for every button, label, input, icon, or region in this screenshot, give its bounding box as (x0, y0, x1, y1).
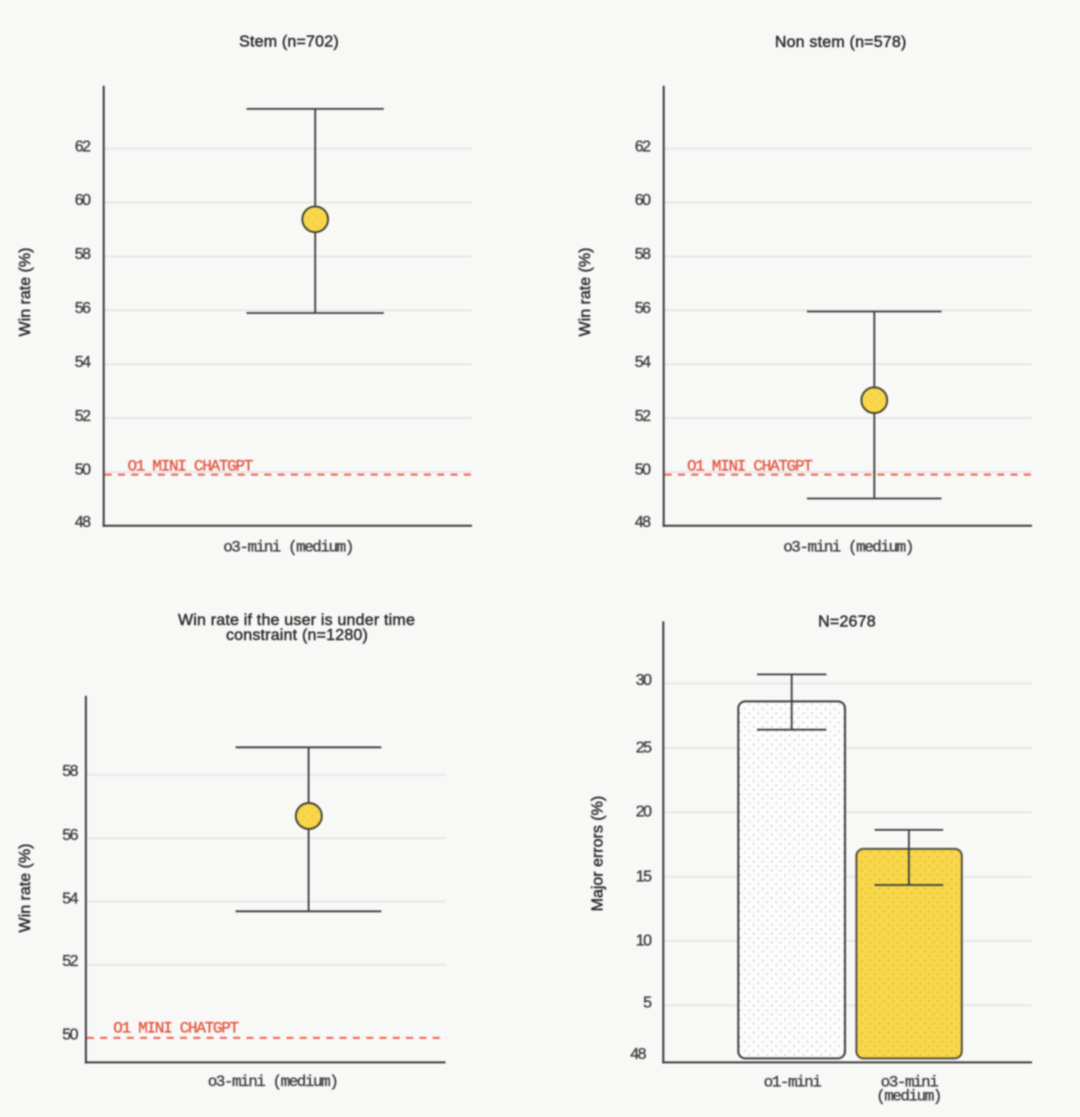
svg-text:(medium): (medium) (876, 1087, 941, 1105)
svg-text:52: 52 (62, 953, 78, 970)
svg-text:50: 50 (62, 1027, 78, 1044)
svg-text:10: 10 (636, 933, 652, 950)
svg-text:Win rate if the user is under: Win rate if the user is under time (178, 612, 415, 629)
svg-text:O1 MINI CHATGPT: O1 MINI CHATGPT (113, 1020, 238, 1038)
svg-text:N=2678: N=2678 (818, 614, 876, 631)
svg-text:30: 30 (636, 672, 652, 689)
svg-text:25: 25 (636, 740, 652, 757)
svg-text:52: 52 (635, 408, 651, 425)
svg-text:Win rate (%): Win rate (%) (577, 248, 594, 337)
svg-text:54: 54 (75, 354, 91, 371)
svg-text:52: 52 (75, 408, 91, 425)
svg-text:60: 60 (75, 192, 91, 209)
svg-text:o1-mini: o1-mini (764, 1074, 822, 1092)
svg-text:constraint (n=1280): constraint (n=1280) (226, 627, 368, 644)
svg-text:54: 54 (62, 891, 78, 908)
svg-text:20: 20 (636, 804, 652, 821)
svg-text:56: 56 (62, 827, 78, 844)
svg-text:Major errors (%): Major errors (%) (590, 796, 607, 912)
svg-text:Non stem (n=578): Non stem (n=578) (775, 34, 907, 51)
svg-text:58: 58 (75, 246, 91, 263)
svg-text:Stem (n=702): Stem (n=702) (239, 34, 339, 51)
svg-text:Win rate (%): Win rate (%) (17, 248, 34, 337)
svg-text:62: 62 (635, 138, 651, 155)
svg-text:60: 60 (635, 192, 651, 209)
svg-text:48: 48 (75, 514, 91, 531)
svg-text:58: 58 (635, 246, 651, 263)
svg-text:15: 15 (636, 868, 652, 885)
svg-text:58: 58 (62, 763, 78, 780)
svg-text:O1 MINI CHATGPT: O1 MINI CHATGPT (687, 458, 812, 476)
svg-text:O1 MINI CHATGPT: O1 MINI CHATGPT (128, 458, 253, 476)
svg-text:62: 62 (75, 138, 91, 155)
svg-text:48: 48 (635, 514, 651, 531)
svg-text:50: 50 (635, 462, 651, 479)
svg-text:54: 54 (635, 354, 651, 371)
svg-text:o3-mini (medium): o3-mini (medium) (223, 539, 353, 557)
svg-text:o3-mini (medium): o3-mini (medium) (783, 539, 913, 557)
svg-text:56: 56 (75, 300, 91, 317)
svg-text:50: 50 (75, 462, 91, 479)
svg-text:Win rate (%): Win rate (%) (17, 844, 34, 933)
svg-text:5: 5 (643, 995, 652, 1012)
svg-text:48: 48 (630, 1046, 646, 1063)
svg-text:56: 56 (635, 300, 651, 317)
svg-text:o3-mini (medium): o3-mini (medium) (208, 1073, 338, 1091)
svg-text:o3-mini: o3-mini (881, 1074, 939, 1092)
